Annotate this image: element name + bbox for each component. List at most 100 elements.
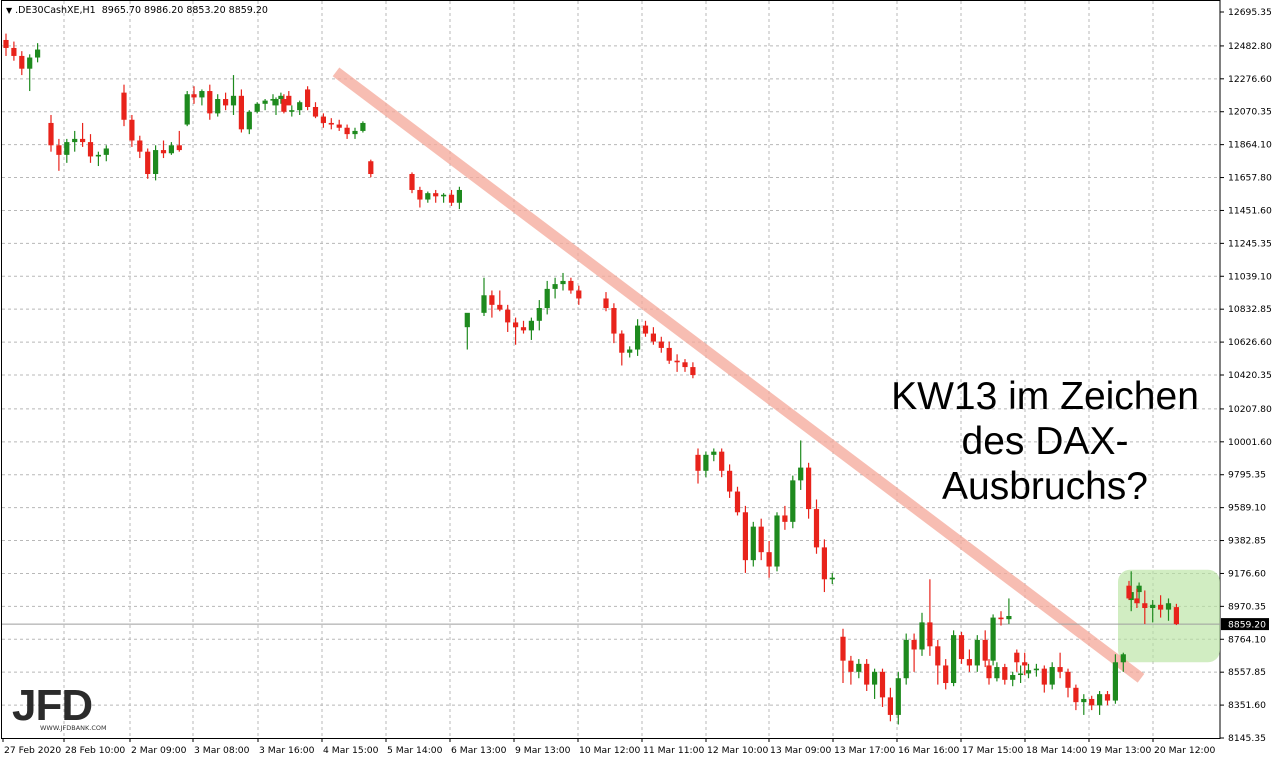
candle-body [297, 102, 303, 111]
candle-body [48, 122, 54, 146]
candle-body [829, 577, 835, 580]
candle-body [919, 622, 925, 650]
candle-body [320, 116, 326, 123]
x-tick-label: 13 Mar 09:00 [770, 745, 831, 756]
candle-body [360, 122, 366, 131]
annotation-line-1: KW13 im Zeichen [891, 375, 1199, 418]
candle-body [497, 304, 503, 310]
y-tick-label: 11657.80 [1228, 173, 1272, 184]
candle-body [982, 639, 988, 661]
y-tick-label: 9382.85 [1228, 536, 1266, 547]
candle-body [153, 150, 159, 175]
candle-body [289, 110, 295, 112]
candle-body [560, 280, 566, 285]
candle-body [1136, 585, 1142, 593]
candle-body [650, 333, 656, 342]
logo-wordmark: JFD [12, 681, 93, 730]
y-tick-label: 11864.10 [1228, 140, 1272, 151]
y-tick-label: 10832.85 [1228, 304, 1272, 315]
candle-body [417, 189, 423, 200]
candle-body [1104, 694, 1111, 701]
x-tick-label: 19 Mar 13:00 [1090, 745, 1151, 756]
dropdown-triangle-icon[interactable]: ▼ [6, 6, 13, 15]
x-tick-label: 28 Feb 10:00 [65, 745, 125, 756]
candle-body [1065, 671, 1071, 688]
y-tick-label: 12276.60 [1228, 74, 1272, 85]
candle-body [129, 119, 135, 141]
candle-body [742, 512, 748, 561]
candle-body [19, 55, 25, 69]
candle-body [848, 660, 854, 672]
candle-body [56, 145, 62, 155]
candle-body [1097, 694, 1103, 706]
candle-body [703, 454, 709, 471]
x-tick-label: 4 Mar 15:00 [323, 745, 379, 756]
x-tick-label: 9 Mar 13:00 [515, 745, 571, 756]
y-tick-label: 9176.60 [1228, 568, 1266, 579]
candle-body [619, 333, 625, 353]
candle-body [927, 622, 933, 647]
x-tick-label: 13 Mar 17:00 [834, 745, 895, 756]
candle-body [262, 100, 268, 104]
y-tick-label: 8145.35 [1228, 733, 1266, 744]
candle-body [895, 678, 901, 715]
symbol-header: ▼ .DE30CashXE,H1 8965.70 8986.20 8853.20 8… [6, 5, 268, 16]
y-tick-label: 10207.80 [1228, 404, 1272, 415]
candle-body [528, 320, 534, 331]
candle-body [734, 491, 741, 513]
candle-body [719, 451, 725, 471]
candle-body [489, 295, 495, 305]
candle-body [27, 57, 33, 69]
y-tick-label: 9589.10 [1228, 503, 1266, 514]
candle-body [168, 145, 174, 154]
candle-body [642, 325, 649, 334]
candle-body [635, 325, 641, 350]
candle-body [856, 663, 862, 672]
candle-body [215, 99, 221, 114]
candle-body [1010, 675, 1016, 680]
annotation-line-3: Ausbruchs? [942, 465, 1148, 508]
y-tick-label: 10001.60 [1228, 437, 1272, 448]
candle-body [184, 94, 190, 125]
candle-body [270, 99, 276, 101]
annotation-text: KW13 im Zeichen des DAX- Ausbruchs? [860, 374, 1230, 509]
x-tick-label: 3 Mar 08:00 [194, 745, 250, 756]
candle-body [666, 347, 672, 361]
candle-body [368, 161, 374, 175]
y-tick-label: 11039.10 [1228, 271, 1272, 282]
candle-body [286, 95, 292, 106]
candle-body [774, 515, 780, 567]
plot-frame [1, 0, 1221, 739]
candle-body [627, 349, 633, 353]
candle-body [998, 617, 1004, 620]
candle-body [1073, 687, 1079, 703]
candle-body [1002, 667, 1008, 680]
candle-body [433, 193, 439, 197]
candle-body [887, 697, 893, 715]
y-tick-label: 8764.10 [1228, 634, 1266, 645]
candle-body [695, 454, 701, 471]
candle-body [943, 665, 949, 684]
candle-body [758, 526, 764, 553]
candle-body [64, 142, 70, 155]
candle-body [254, 103, 260, 112]
x-tick-label: 20 Mar 12:00 [1154, 745, 1215, 756]
candle-body [974, 639, 980, 666]
x-tick-label: 6 Mar 13:00 [451, 745, 507, 756]
candle-body [336, 124, 342, 128]
y-tick-label: 12482.80 [1228, 41, 1272, 52]
candle-body [207, 91, 213, 114]
candle-body [1041, 668, 1047, 685]
candle-body [813, 509, 820, 548]
candle-body [986, 665, 992, 679]
candle-body [994, 667, 1000, 679]
candle-body [1112, 662, 1118, 701]
y-tick-label: 12695.35 [1228, 7, 1272, 18]
candle-body [121, 92, 127, 120]
candle-body [798, 467, 804, 481]
y-tick-label: 9795.35 [1228, 470, 1266, 481]
candle-body [990, 617, 996, 661]
y-tick-label: 8557.85 [1228, 667, 1266, 678]
